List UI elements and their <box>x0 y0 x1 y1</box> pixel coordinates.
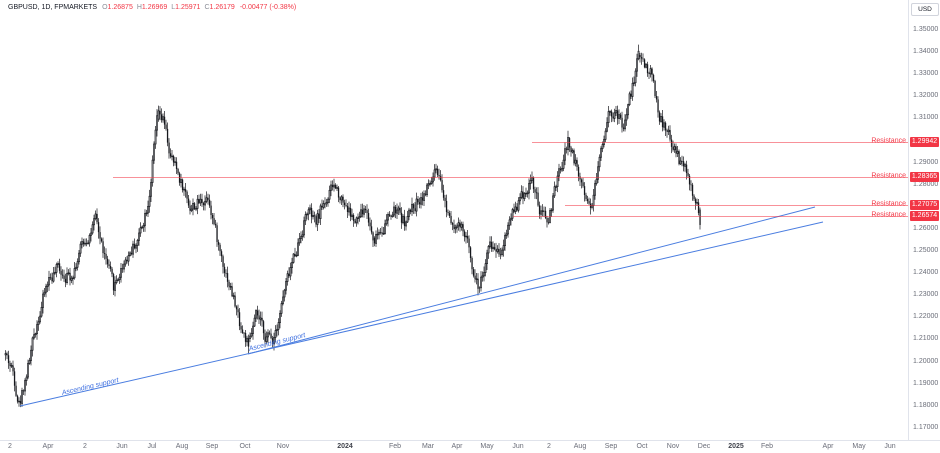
price-axis-label: 1.28000 <box>913 180 939 188</box>
price-tag: 1.26574 <box>910 211 939 222</box>
time-axis-label: 2025 <box>728 443 744 450</box>
price-axis-label: 1.25000 <box>913 247 939 254</box>
resistance-line[interactable] <box>565 205 908 207</box>
price-axis-label: 1.22000 <box>913 313 939 321</box>
time-axis-label: Apr <box>42 443 54 450</box>
price-tag: 1.28365 <box>910 171 939 182</box>
price-axis-label: 1.34000 <box>913 48 939 56</box>
ohlc-values: O1.26875 H1.26969 L1.25971 C1.26179 <box>102 4 235 11</box>
currency-button[interactable]: USD <box>911 3 939 16</box>
ohlc-pair: O1.26875 <box>102 4 133 11</box>
ohlc-pair: C1.26179 <box>204 4 234 11</box>
time-axis-label: 2 <box>8 443 12 450</box>
ohlc-value: 1.25971 <box>175 4 201 11</box>
price-axis-label: 1.23000 <box>913 291 939 299</box>
time-axis[interactable]: 2 Apr 2 Jun Jul Aug Sep Oct Nov 2024 Feb Mar Apr May J… <box>0 441 940 453</box>
price-axis-border <box>908 0 909 440</box>
price-tag: 1.27075 <box>910 200 939 211</box>
time-axis-label: Sep <box>604 443 618 450</box>
resistance-line[interactable] <box>532 141 908 143</box>
time-axis-label: 2024 <box>337 443 353 450</box>
symbol-legend: GBPUSD, 1D, FPMARKETS O1.26875 H1.26969 L1… <box>8 4 296 11</box>
price-axis-label: 1.32000 <box>913 92 939 100</box>
change-value: -0.00477 (-0.38%) <box>239 4 297 11</box>
resistance-text-label: Resistance <box>871 211 906 219</box>
price-tag: 1.29942 <box>910 136 939 147</box>
ohlc-label: C <box>204 4 210 11</box>
price-axis-label: 1.24000 <box>913 269 939 277</box>
resistance-line[interactable] <box>513 216 908 218</box>
price-axis-label: 1.20000 <box>913 357 939 365</box>
resistance-line[interactable] <box>113 176 908 178</box>
time-axis-label: Dec <box>697 443 711 450</box>
price-axis-label: 1.19000 <box>913 379 939 387</box>
time-axis-label: Apr <box>451 443 463 450</box>
ohlc-value: 1.26179 <box>209 4 235 11</box>
ohlc-label: L <box>171 4 176 11</box>
price-axis-label: 1.26000 <box>913 224 939 232</box>
time-axis-label: 2 <box>83 443 87 450</box>
time-axis-label: Jul <box>147 443 157 450</box>
time-axis-label: Aug <box>573 443 587 450</box>
time-axis-border <box>0 440 940 441</box>
price-axis-label: 1.33000 <box>913 70 939 78</box>
time-axis-label: Apr <box>822 443 834 450</box>
time-axis-label: May <box>852 443 866 450</box>
resistance-text-label: Resistance <box>871 172 906 180</box>
time-axis-label: Oct <box>636 443 648 450</box>
time-axis-label: Oct <box>239 443 251 450</box>
price-axis-label: 1.18000 <box>913 401 939 409</box>
time-axis-label: 2 <box>547 443 551 450</box>
time-axis-label: Nov <box>666 443 680 450</box>
candlestick-chart[interactable] <box>0 0 908 440</box>
ohlc-label: O <box>102 4 108 11</box>
time-axis-label: Sep <box>205 443 219 450</box>
price-axis-label: 1.21000 <box>913 335 939 343</box>
ohlc-value: 1.26969 <box>141 4 168 11</box>
time-axis-label: Feb <box>760 443 774 450</box>
time-axis-label: Feb <box>388 443 402 450</box>
symbol-title[interactable]: GBPUSD, 1D, FPMARKETS <box>8 4 98 11</box>
price-axis-label: 1.31000 <box>913 114 939 122</box>
ohlc-value: 1.26875 <box>107 4 133 11</box>
price-axis[interactable]: USD 1.35000 1.34000 1.33000 1.32000 1.31000 1… <box>909 0 940 440</box>
time-axis-label: Aug <box>175 443 189 450</box>
ohlc-pair: L1.25971 <box>171 4 200 11</box>
price-axis-label: 1.29000 <box>913 158 939 166</box>
ohlc-pair: H1.26969 <box>137 4 167 11</box>
price-axis-label: 1.17000 <box>913 423 939 431</box>
resistance-text-label: Resistance <box>871 200 906 208</box>
time-axis-label: Nov <box>276 443 290 450</box>
time-axis-label: Jun <box>116 443 128 450</box>
ohlc-label: H <box>136 4 142 11</box>
resistance-text-label: Resistance <box>871 137 906 145</box>
time-axis-label: May <box>480 443 494 450</box>
time-axis-label: Mar <box>421 443 435 450</box>
time-axis-label: Jun <box>884 443 896 450</box>
price-axis-label: 1.35000 <box>913 26 939 33</box>
time-axis-label: Jun <box>512 443 524 450</box>
